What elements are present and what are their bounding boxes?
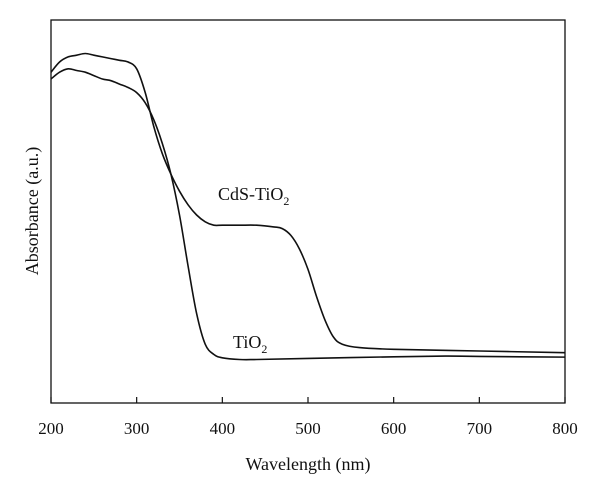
x-axis-label: Wavelength (nm) bbox=[245, 454, 370, 475]
series-label-cds-tio2-sub: 2 bbox=[283, 194, 289, 208]
series-label-cds-tio2-main: CdS-TiO bbox=[218, 184, 283, 204]
x-tick-label-300: 300 bbox=[124, 419, 150, 438]
series-line-tio2 bbox=[50, 67, 566, 361]
x-tick-label-600: 600 bbox=[381, 419, 407, 438]
series-label-tio2: TiO2 bbox=[233, 332, 267, 356]
x-axis-ticks: 200 300 400 500 600 700 800 bbox=[38, 397, 578, 438]
x-tick-label-700: 700 bbox=[467, 419, 493, 438]
x-tick-label-200: 200 bbox=[38, 419, 64, 438]
x-tick-label-500: 500 bbox=[295, 419, 321, 438]
series-label-tio2-sub: 2 bbox=[261, 342, 267, 356]
curves bbox=[50, 52, 566, 361]
x-tick-label-400: 400 bbox=[210, 419, 236, 438]
x-tick-label-800: 800 bbox=[552, 419, 578, 438]
series-label-tio2-main: TiO bbox=[233, 332, 261, 352]
y-axis-label: Absorbance (a.u.) bbox=[22, 147, 43, 275]
plot-frame bbox=[50, 19, 566, 404]
series-label-cds-tio2: CdS-TiO2 bbox=[218, 184, 289, 208]
series-line-cds-tio2 bbox=[50, 52, 566, 354]
